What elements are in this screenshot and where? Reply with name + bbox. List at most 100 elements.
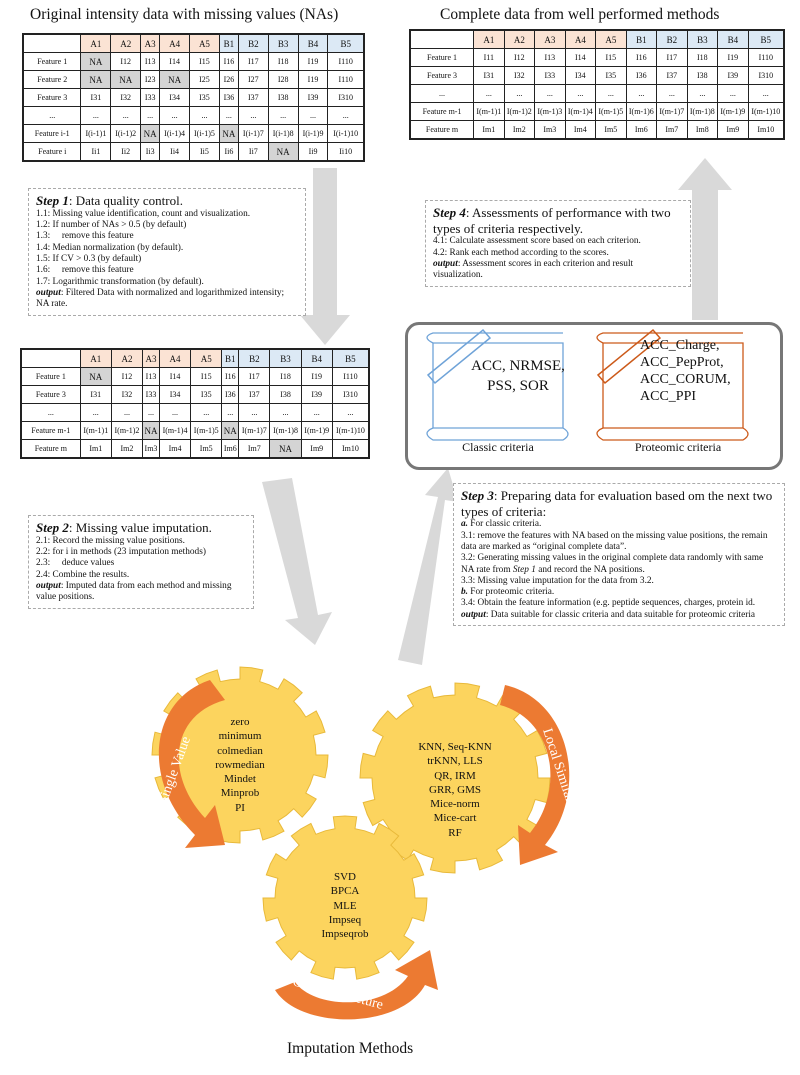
column-header: B1 <box>218 33 239 53</box>
intensity-cell: I(i-1)5 <box>189 124 220 143</box>
step3-3-2-b: and record the NA positions. <box>535 564 645 575</box>
intensity-cell: I15 <box>190 367 223 386</box>
list-line: trKNN, LLS <box>427 755 483 768</box>
step2-box: Step 2: Missing value imputation. 2.1: R… <box>28 515 254 609</box>
corner-cell <box>22 33 82 53</box>
column-header: B2 <box>238 348 271 368</box>
row-label: Feature m <box>20 439 81 459</box>
intensity-cell: Im4 <box>564 120 597 140</box>
column-header: A4 <box>159 33 191 53</box>
intensity-cell: ... <box>297 106 329 125</box>
step3-3-2-a: 3.2: Generating missing values in the or… <box>461 553 764 575</box>
intensity-cell: I110 <box>327 70 365 89</box>
intensity-cell: I15 <box>189 52 220 71</box>
list-line: BPCA <box>330 885 360 898</box>
classic-scroll-icon <box>426 328 569 441</box>
intensity-cell: I12 <box>503 48 536 67</box>
intensity-cell: I(m-1)2 <box>503 102 536 121</box>
column-header: B1 <box>625 29 658 49</box>
intensity-cell: ... <box>142 403 160 422</box>
column-header: A3 <box>534 29 566 49</box>
intensity-cell: I34 <box>159 88 191 107</box>
row-label: Feature m <box>409 120 475 140</box>
intensity-cell: I18 <box>267 52 299 71</box>
intensity-cell: I110 <box>327 52 365 71</box>
step4-output-label: output <box>433 258 458 269</box>
classic-caption: Classic criteria <box>462 440 534 454</box>
step3-line-3-3: 3.3: Missing value imputation for the da… <box>461 575 654 586</box>
table-row: ................................. <box>22 106 365 125</box>
intensity-cell: I(i-1)9 <box>297 124 329 143</box>
arrow-global-structure <box>275 950 438 1020</box>
intensity-cell: I35 <box>595 66 627 85</box>
table-row: Feature 3 I31 I32 I33 I34 I35 I36 I37 I38 I39 I310 <box>20 385 370 404</box>
list-line: 2.1: Record the missing value positions. <box>36 535 185 546</box>
intensity-cell: I310 <box>327 88 365 107</box>
column-header: B2 <box>237 33 269 53</box>
intensity-cell: Im2 <box>110 439 144 459</box>
step3-b-text: For proteomic criteria. <box>467 587 555 598</box>
intensity-cell: I(m-1)3 <box>534 102 566 121</box>
intensity-cell: I36 <box>218 88 239 107</box>
intensity-cell: ... <box>717 84 749 103</box>
title-complete: Complete data from well performed method… <box>440 6 720 23</box>
row-label: Feature m-1 <box>409 102 475 121</box>
intensity-cell: I(m-1)8 <box>269 421 302 440</box>
intensity-cell: ... <box>140 106 161 125</box>
list-line: 2.3: deduce values <box>36 558 115 569</box>
intensity-cell: I19 <box>300 367 333 386</box>
title-imputation: Imputation Methods <box>287 1040 414 1057</box>
intensity-cell: I14 <box>158 367 192 386</box>
intensity-cell: I36 <box>625 66 658 85</box>
list-line: 4.1: Calculate assessment score based on… <box>433 236 641 247</box>
intensity-cell: ... <box>564 84 597 103</box>
intensity-cell: ... <box>189 106 220 125</box>
intensity-cell: Im5 <box>190 439 223 459</box>
table-row: Feature m Im1 Im2 Im3 Im4 Im5 Im6 Im7 Im8 Im9 Im10 <box>409 120 785 140</box>
intensity-cell: I(m-1)1 <box>79 421 112 440</box>
intensity-cell: I16 <box>221 367 240 386</box>
step3-a-label: a. <box>461 519 468 530</box>
na-cell: NA <box>110 70 142 89</box>
intensity-cell: I14 <box>159 52 191 71</box>
intensity-cell: I35 <box>190 385 223 404</box>
row-label: Feature 1 <box>409 48 475 67</box>
gear-local-methods: KNN, Seq-KNN trKNN, LLS QR, IRM GRR, GMS Mic… <box>385 740 525 840</box>
intensity-cell: I16 <box>625 48 658 67</box>
table-complete: A1 A2 A3 A4 A5 B1 B2 B3 B4 B5 Feature 1 I11 I12 I13 I1… <box>409 29 785 140</box>
intensity-cell: Im9 <box>300 439 333 459</box>
table-row: Feature 3 I31 I32 I33 I34 I35 I36 I37 I38 I39 I310 <box>22 88 365 107</box>
na-cell: NA <box>79 367 112 386</box>
intensity-cell: I35 <box>189 88 220 107</box>
intensity-cell: ... <box>686 84 719 103</box>
orange-cycle-arrows <box>158 680 570 1020</box>
intensity-cell: I39 <box>717 66 749 85</box>
scroll-icons <box>426 328 749 441</box>
intensity-cell: Ii6 <box>218 142 239 162</box>
list-line: Minprob <box>220 787 260 800</box>
na-cell: NA <box>80 70 112 89</box>
header-row: A1 A2 A3 A4 A5 B1 B2 B3 B4 B5 <box>409 29 785 49</box>
intensity-cell: ... <box>473 84 505 103</box>
column-header: B5 <box>747 29 785 49</box>
intensity-cell: I33 <box>140 88 161 107</box>
classic-item: ACC, NRMSE, <box>471 358 565 374</box>
intensity-cell: Im3 <box>142 439 160 459</box>
intensity-cell: I31 <box>473 66 505 85</box>
na-cell: NA <box>80 52 112 71</box>
intensity-cell: I(i-1)1 <box>80 124 112 143</box>
classic-item: PSS, SOR <box>487 377 549 394</box>
step2-output: : Imputed data from each method and miss… <box>36 580 232 603</box>
intensity-cell: I(m-1)5 <box>595 102 627 121</box>
table-row: Feature 1 NA I12 I13 I14 I15 I16 I17 I18 I19 I110 <box>22 52 365 71</box>
column-header: A2 <box>503 29 536 49</box>
intensity-cell: ... <box>534 84 566 103</box>
intensity-cell: Ii1 <box>80 142 112 162</box>
na-cell: NA <box>140 124 161 143</box>
step1-output: : Filtered Data with normalized and loga… <box>36 287 285 310</box>
row-label: Feature 3 <box>409 66 475 85</box>
intensity-cell: I19 <box>297 52 329 71</box>
column-header: A4 <box>564 29 597 49</box>
list-line: 2.4: Combine the results. <box>36 569 130 580</box>
intensity-cell: Ii3 <box>140 142 161 162</box>
